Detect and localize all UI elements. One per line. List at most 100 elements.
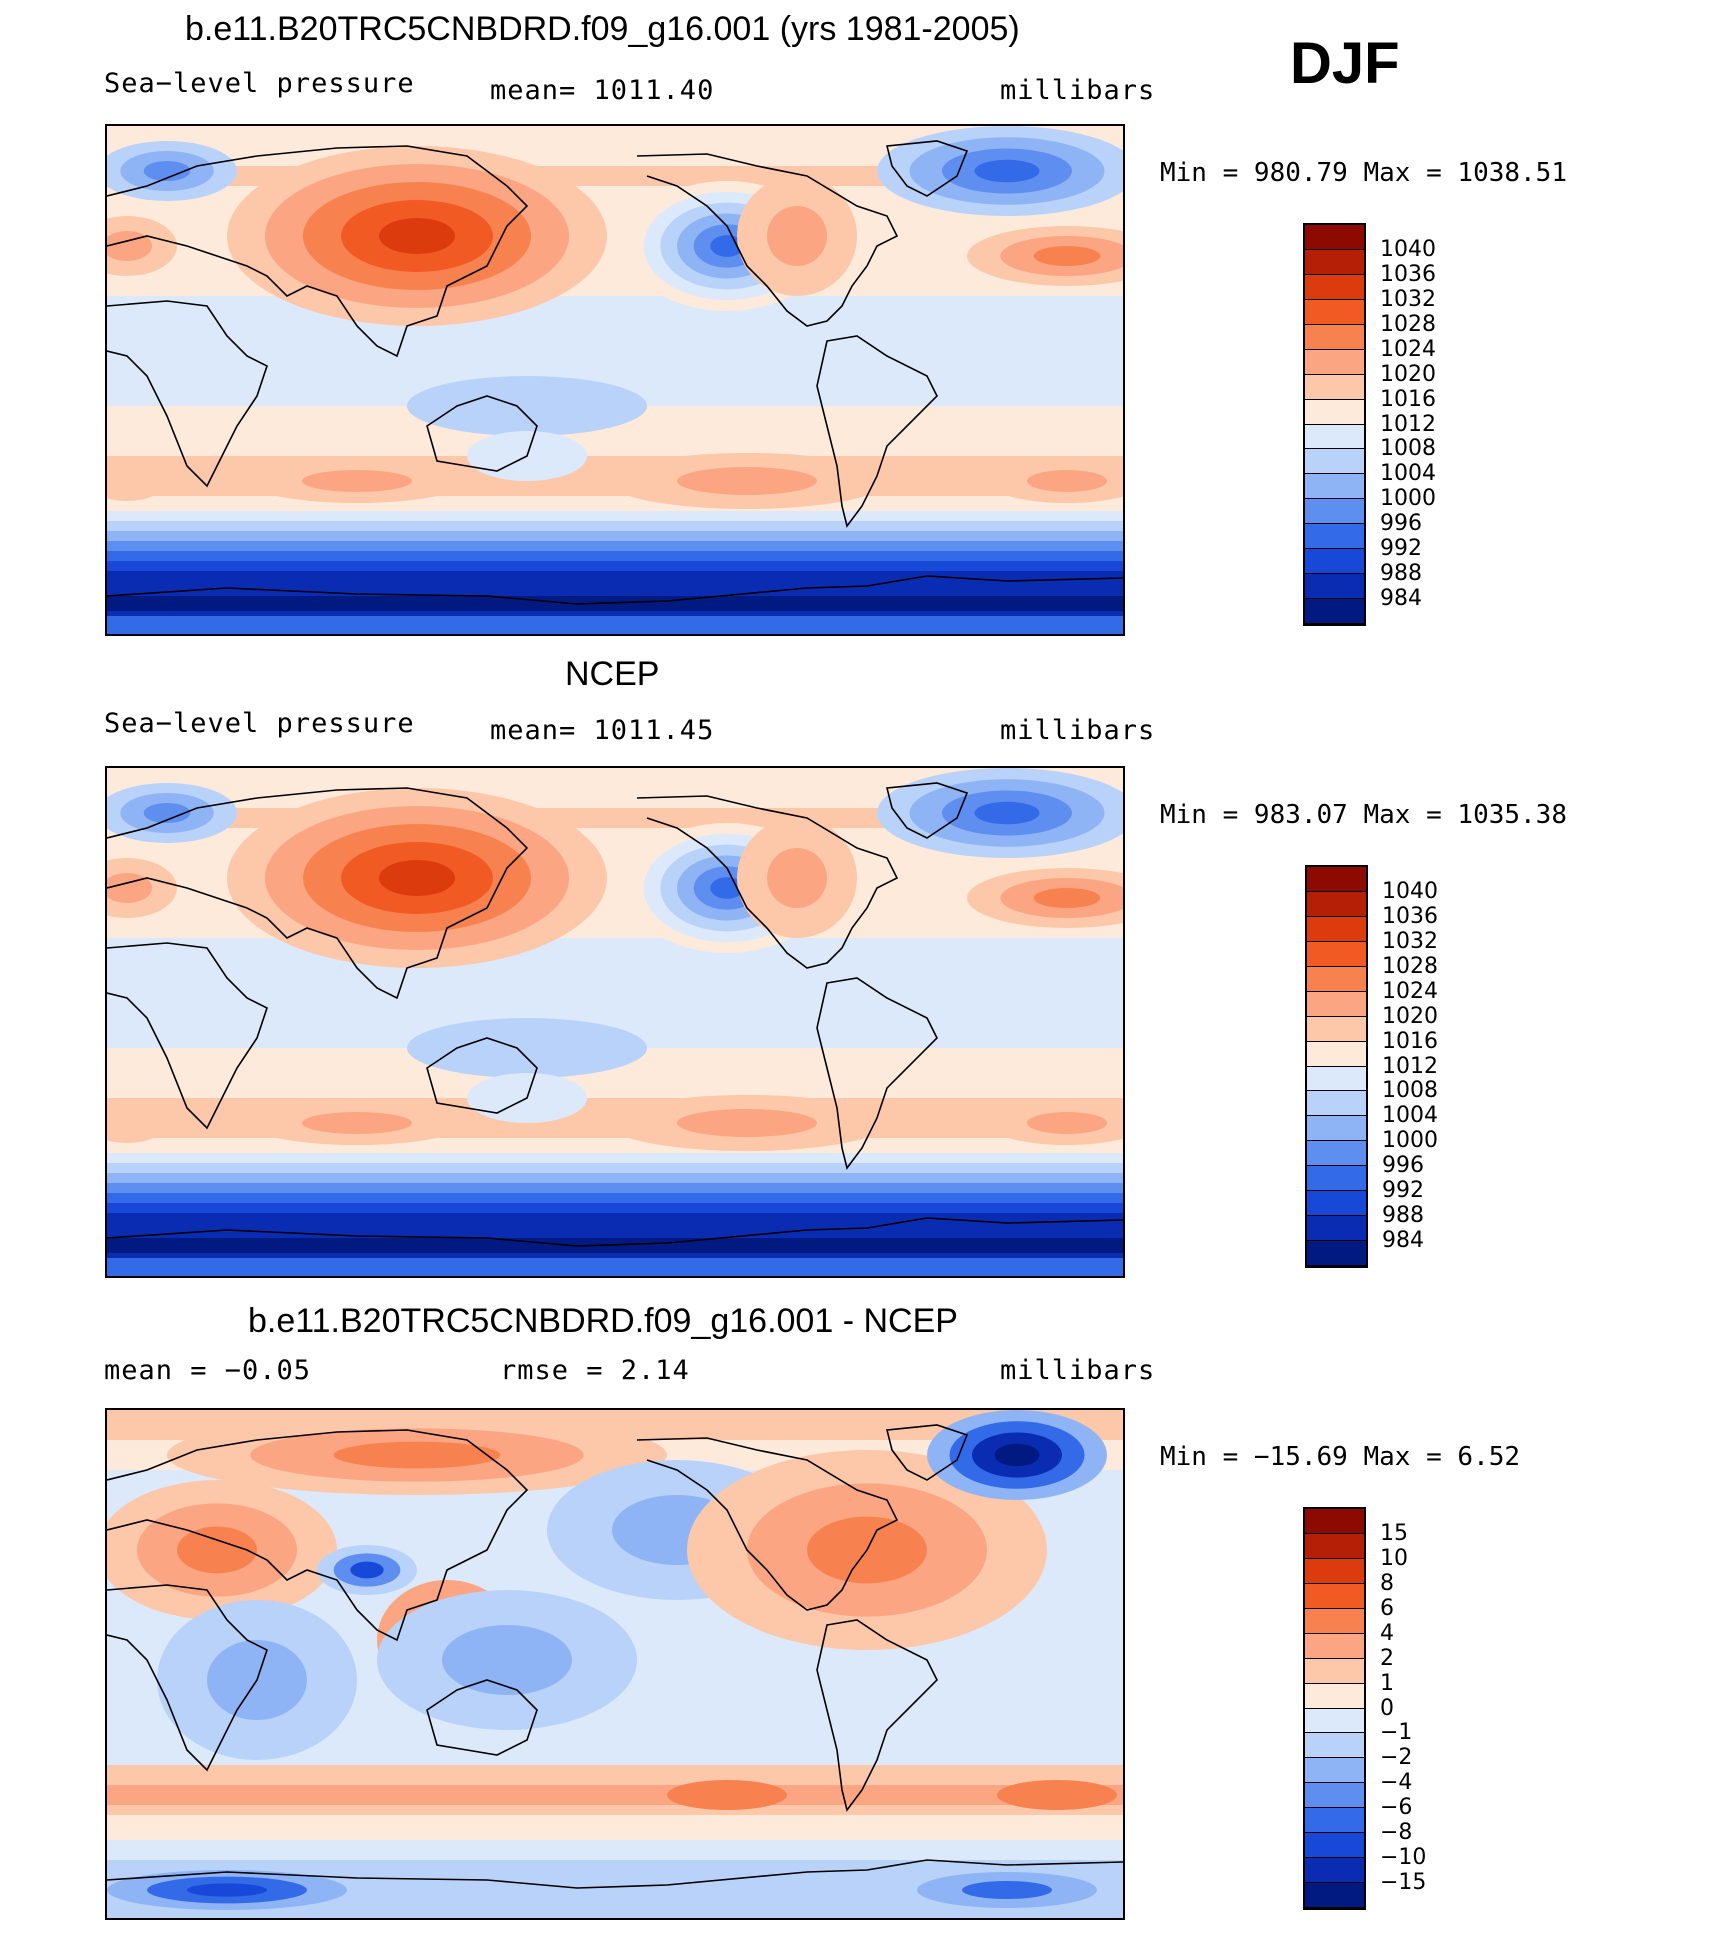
coastline (885, 782, 969, 839)
colorbar-swatch (1305, 349, 1364, 375)
colorbar-tick-label: −2 (1380, 1745, 1413, 1771)
min-max-label: Min = 983.07 Max = 1035.38 (1160, 800, 1567, 830)
mean-label: mean = −0.05 (104, 1355, 312, 1386)
high-pressure (107, 231, 152, 261)
colorbar-tick-label: 1036 (1382, 903, 1438, 929)
colorbar-swatch (1305, 1509, 1364, 1534)
colorbar-tick-label: 996 (1382, 1153, 1424, 1179)
colorbar-tick-label: 984 (1382, 1228, 1424, 1254)
colorbar-swatch (1307, 1041, 1366, 1067)
mean-label: mean= 1011.40 (490, 75, 715, 106)
colorbar-swatch (1307, 1091, 1366, 1117)
contour-map-graphic (107, 1410, 1123, 1918)
colorbar-swatch (1307, 1141, 1366, 1167)
positive-anomaly (177, 1526, 257, 1574)
coastline (107, 575, 1123, 605)
equatorial-low (407, 1018, 647, 1078)
colorbar-tick-label: −4 (1380, 1770, 1413, 1796)
colorbar-tick-label: 1012 (1380, 411, 1436, 437)
colorbar-swatch (1305, 599, 1364, 624)
coastline (816, 335, 938, 528)
contour-map (105, 124, 1125, 636)
coastline (636, 153, 899, 327)
contour-band (107, 1840, 1123, 1860)
colorbar-tick-label: 4 (1380, 1620, 1394, 1646)
contour-band (107, 1138, 1123, 1153)
panel-title: NCEP (565, 655, 660, 693)
colorbar-tick-label: 1008 (1382, 1078, 1438, 1104)
subtropical-high (677, 467, 817, 495)
colorbar-swatch (1305, 524, 1364, 550)
contour-band (107, 1258, 1123, 1276)
azores-high (1033, 888, 1101, 908)
contour-band (107, 1785, 1123, 1805)
units-label: millibars (1000, 715, 1156, 746)
colorbar-tick-label: 1000 (1380, 486, 1436, 512)
colorbar-swatch (1305, 225, 1364, 250)
contour-band (107, 1183, 1123, 1193)
contour-map-graphic (107, 768, 1123, 1276)
contour-band (107, 1203, 1123, 1213)
colorbar-swatch (1305, 1808, 1364, 1834)
coastline (816, 977, 938, 1170)
colorbar-tick-label: 6 (1380, 1595, 1394, 1621)
colorbar (1303, 1507, 1366, 1910)
contour-band (107, 496, 1123, 511)
coastline (885, 140, 969, 197)
colorbar-swatch (1305, 299, 1364, 325)
contour-band (107, 1163, 1123, 1173)
colorbar-swatch (1305, 424, 1364, 450)
colorbar-tick-label: 1032 (1380, 286, 1436, 312)
coastline (107, 1429, 529, 1642)
subtropical-high (302, 1112, 412, 1134)
colorbar-swatch (1305, 324, 1364, 350)
colorbar-swatch (1307, 1016, 1366, 1042)
contour-band (107, 561, 1123, 571)
colorbar-swatch (1305, 549, 1364, 575)
panel-title: b.e11.B20TRC5CNBDRD.f09_g16.001 - NCEP (248, 1302, 958, 1340)
north-american-high (767, 848, 827, 908)
icelandic-low (974, 801, 1040, 825)
coastline (107, 1584, 268, 1772)
colorbar-swatch (1305, 399, 1364, 425)
colorbar-tick-label: 1024 (1380, 336, 1436, 362)
contour-band (107, 1815, 1123, 1840)
colorbar-tick-label: 1008 (1380, 436, 1436, 462)
colorbar-tick-label: 1032 (1382, 928, 1438, 954)
icelandic-low (143, 803, 191, 823)
coastline (636, 1437, 899, 1611)
colorbar (1303, 223, 1366, 626)
colorbar-swatch (1305, 1883, 1364, 1908)
colorbar-tick-label: 0 (1380, 1695, 1394, 1721)
coastline (426, 1037, 538, 1114)
positive-anomaly (997, 1780, 1117, 1810)
coastline (426, 1679, 538, 1756)
contour-band (107, 616, 1123, 634)
colorbar-tick-label: 1016 (1382, 1028, 1438, 1054)
season-label: DJF (1290, 31, 1400, 96)
siberian-high (379, 860, 455, 896)
min-max-label: Min = −15.69 Max = 6.52 (1160, 1442, 1521, 1472)
colorbar-tick-label: 10 (1380, 1545, 1408, 1571)
subtropical-high (107, 1103, 167, 1143)
colorbar-tick-label: 1012 (1382, 1053, 1438, 1079)
siberian-high (379, 218, 455, 254)
negative-anomaly (350, 1561, 384, 1579)
colorbar-tick-label: 1004 (1380, 461, 1436, 487)
contour-map-graphic (107, 126, 1123, 634)
colorbar-tick-label: 984 (1380, 586, 1422, 612)
colorbar-swatch (1307, 991, 1366, 1017)
colorbar-tick-label: 1028 (1382, 953, 1438, 979)
subtropical-high (1027, 470, 1107, 492)
azores-high (1033, 246, 1101, 266)
colorbar-swatch (1305, 1683, 1364, 1709)
colorbar-swatch (1305, 1583, 1364, 1609)
colorbar-tick-label: 2 (1380, 1645, 1394, 1671)
coastline (107, 787, 529, 1000)
colorbar-tick-label: −6 (1380, 1795, 1413, 1821)
colorbar-tick-label: 1024 (1382, 978, 1438, 1004)
colorbar-swatch (1307, 1116, 1366, 1142)
colorbar-tick-label: −10 (1380, 1845, 1427, 1871)
colorbar-swatch (1305, 1658, 1364, 1684)
icelandic-low (143, 161, 191, 181)
